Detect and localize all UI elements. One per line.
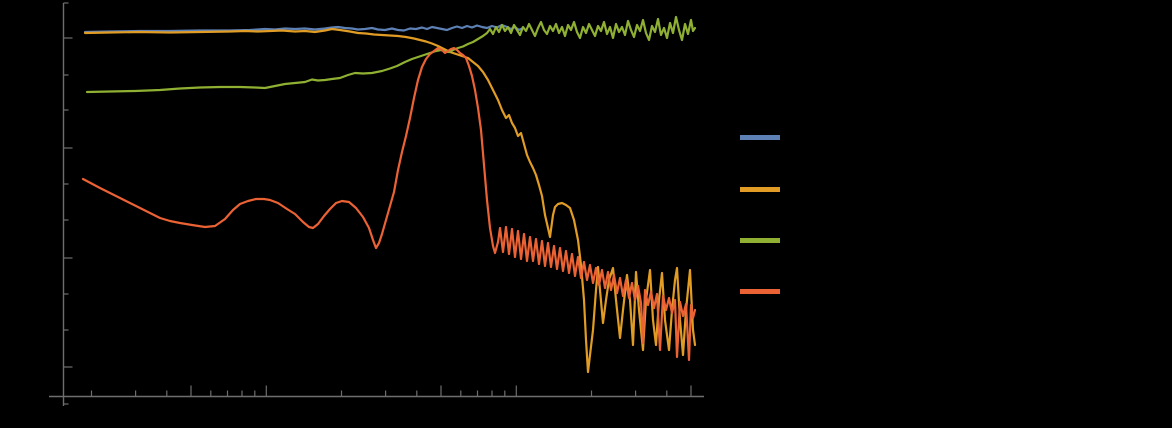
legend-item-3-swatch [740,238,780,243]
series-line-series-3-green [85,15,697,94]
data-series [81,15,697,374]
series-line-series-4-red [81,46,697,362]
legend-item-1-swatch [740,135,780,140]
axes [49,2,704,406]
series-line-series-1-blue [83,23,525,34]
legend-item-4-swatch [740,289,780,294]
series-line-series-2-orange [83,27,697,374]
legend-item-2-swatch [740,187,780,192]
